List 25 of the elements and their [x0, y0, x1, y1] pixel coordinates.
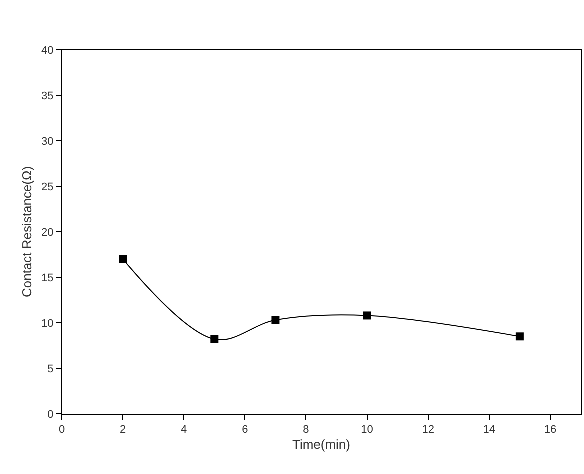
x-tick-label: 2: [120, 424, 126, 436]
y-axis-title: Contact Resistance(Ω): [20, 166, 34, 298]
y-tick-label: 30: [42, 136, 54, 148]
point: [272, 316, 280, 324]
y-tick-label: 35: [42, 90, 54, 102]
x-tick-label: 6: [242, 424, 248, 436]
x-tick-label: 12: [422, 424, 434, 436]
y-tick-label: 10: [42, 318, 54, 330]
x-axis-title: Time(min): [292, 436, 351, 452]
x-tick-label: 4: [181, 424, 188, 436]
y-tick-label: 15: [42, 272, 54, 284]
y-tick-label: 0: [48, 408, 54, 421]
point: [119, 255, 128, 264]
x-tick-label: 0: [58, 424, 66, 436]
y-tick-label: 40: [42, 44, 54, 57]
x-tick-label: 16: [544, 424, 557, 436]
point: [516, 332, 524, 341]
point: [210, 335, 219, 344]
y-tick-label: 25: [42, 181, 54, 194]
x-tick-label: 10: [361, 424, 374, 436]
y-tick-label: 5: [48, 363, 54, 376]
x-tick-label: 14: [483, 424, 496, 436]
y-tick-label: 20: [42, 226, 54, 239]
x-tick-label: 8: [303, 424, 310, 436]
point: [363, 312, 372, 320]
